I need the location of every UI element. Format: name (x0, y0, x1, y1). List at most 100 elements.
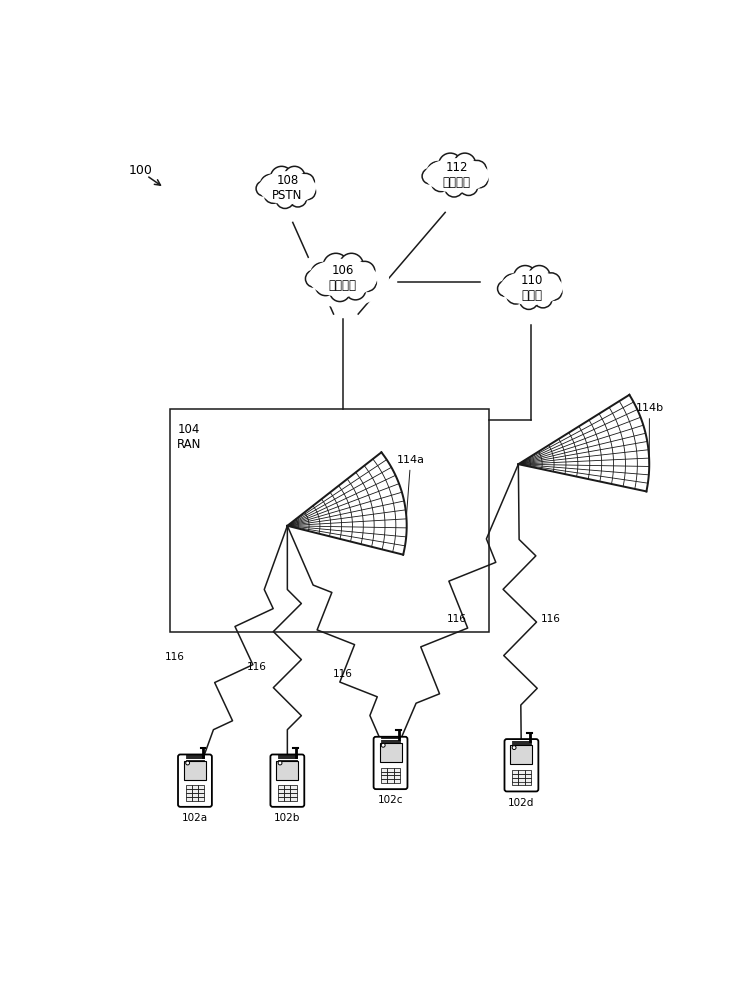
Text: 116: 116 (165, 652, 185, 662)
Ellipse shape (500, 271, 563, 305)
Ellipse shape (308, 259, 377, 297)
Bar (510, 745, 532, 764)
Circle shape (534, 289, 552, 308)
Bar (192, 797, 198, 801)
Bar (387, 779, 394, 783)
Bar (290, 793, 296, 797)
Text: 114b: 114b (635, 403, 664, 464)
Bar (192, 789, 198, 793)
Circle shape (528, 266, 550, 287)
FancyBboxPatch shape (178, 754, 212, 807)
Bar (290, 785, 296, 789)
Bar (525, 778, 531, 782)
Bar (394, 775, 400, 779)
Circle shape (339, 253, 364, 277)
Circle shape (276, 191, 294, 208)
Bar (512, 781, 519, 785)
Text: 100: 100 (129, 164, 153, 177)
Circle shape (345, 280, 366, 300)
Text: 116: 116 (333, 669, 353, 679)
Circle shape (323, 253, 349, 279)
FancyBboxPatch shape (373, 737, 407, 789)
Circle shape (471, 171, 488, 188)
Bar (394, 768, 400, 772)
Bar (381, 768, 387, 772)
Circle shape (445, 179, 463, 197)
Bar (519, 770, 525, 774)
Circle shape (519, 291, 538, 309)
Bar (169, 409, 489, 632)
Bar (512, 778, 519, 782)
Circle shape (502, 274, 524, 296)
Circle shape (468, 160, 486, 179)
Circle shape (542, 273, 561, 291)
Circle shape (454, 153, 476, 175)
Bar (380, 743, 401, 762)
Bar (198, 793, 204, 797)
Text: 106
核心网络: 106 核心网络 (329, 264, 357, 292)
Circle shape (186, 761, 190, 765)
Bar (278, 793, 284, 797)
FancyBboxPatch shape (504, 739, 538, 791)
Circle shape (271, 166, 293, 188)
Bar (519, 774, 525, 778)
Bar (512, 774, 519, 778)
Bar (198, 797, 204, 801)
Circle shape (299, 183, 315, 200)
Circle shape (513, 746, 516, 750)
Text: 116: 116 (246, 662, 266, 672)
Text: 116: 116 (541, 614, 561, 624)
Bar (198, 785, 204, 789)
Circle shape (284, 166, 305, 187)
Text: 104
RAN: 104 RAN (177, 423, 202, 451)
Bar (278, 789, 284, 793)
Circle shape (330, 281, 350, 302)
Circle shape (422, 169, 438, 184)
Text: 114a: 114a (397, 455, 425, 514)
Ellipse shape (414, 148, 500, 202)
Bar (186, 797, 192, 801)
Ellipse shape (259, 171, 316, 204)
Circle shape (311, 263, 334, 286)
Bar (394, 779, 400, 783)
Bar (186, 793, 192, 797)
Text: 102a: 102a (182, 813, 208, 823)
Ellipse shape (490, 261, 573, 315)
Bar (525, 781, 531, 785)
Bar (192, 793, 198, 797)
Ellipse shape (249, 162, 326, 214)
Ellipse shape (296, 248, 389, 307)
Bar (284, 785, 290, 789)
Bar (198, 789, 204, 793)
Bar (284, 797, 290, 801)
Bar (284, 789, 290, 793)
Bar (290, 789, 296, 793)
Circle shape (289, 189, 307, 207)
Bar (186, 789, 192, 793)
Text: 102c: 102c (378, 795, 403, 805)
Circle shape (315, 275, 336, 296)
Circle shape (545, 283, 562, 300)
Bar (387, 775, 394, 779)
Text: 102b: 102b (274, 813, 301, 823)
Circle shape (260, 174, 281, 195)
Bar (394, 772, 400, 775)
Circle shape (264, 186, 282, 203)
Bar (278, 797, 284, 801)
Circle shape (497, 281, 513, 296)
Circle shape (296, 173, 314, 191)
Circle shape (438, 153, 462, 176)
Ellipse shape (424, 158, 489, 193)
Bar (284, 793, 290, 797)
Text: 110
因特网: 110 因特网 (520, 274, 543, 302)
Bar (186, 785, 192, 789)
Bar (381, 772, 387, 775)
Bar (525, 774, 531, 778)
Circle shape (432, 173, 450, 192)
Circle shape (305, 270, 322, 287)
FancyBboxPatch shape (271, 754, 304, 807)
Circle shape (358, 273, 376, 291)
Text: 112
其他网络: 112 其他网络 (443, 161, 471, 189)
Text: 116: 116 (447, 614, 466, 624)
Circle shape (278, 761, 282, 765)
